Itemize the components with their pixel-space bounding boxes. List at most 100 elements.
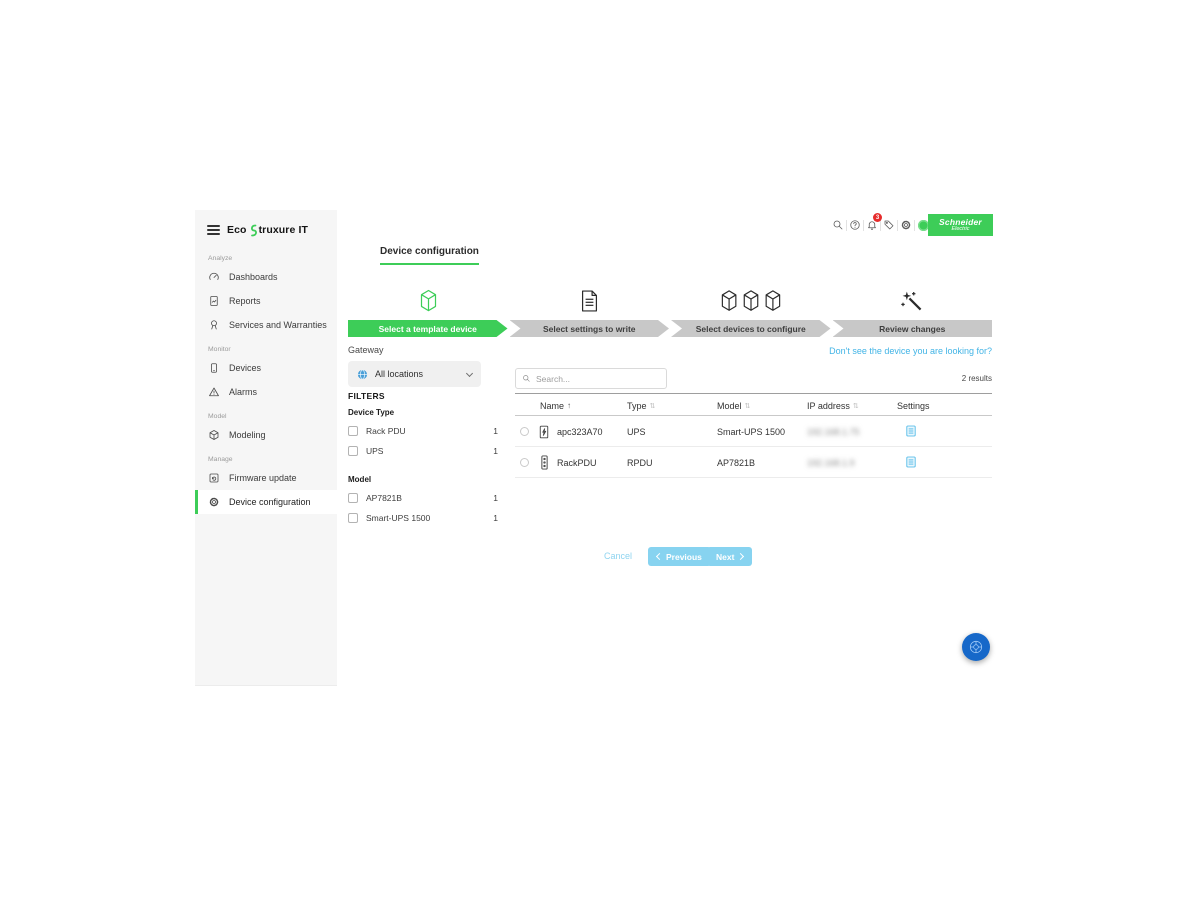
logo-prefix: Eco: [227, 224, 247, 237]
support-fab-button[interactable]: [962, 633, 990, 661]
divider: [863, 219, 864, 231]
table-row[interactable]: RackPDU RPDU AP7821B 192.168.1.9: [515, 447, 992, 478]
divider: [914, 219, 915, 231]
sidebar-item-label: Firmware update: [229, 473, 297, 484]
column-header-type[interactable]: Type ⇅: [627, 394, 655, 417]
sidebar-item-firmware-update[interactable]: Firmware update: [195, 466, 337, 490]
filter-group-model-options: AP7821B 1 Smart-UPS 1500 1: [348, 488, 498, 528]
filter-option-label: Smart-UPS 1500: [366, 513, 431, 523]
sidebar-item-dashboards[interactable]: Dashboards: [195, 265, 337, 289]
device-type: RPDU: [627, 457, 653, 468]
device-model: AP7821B: [717, 457, 756, 468]
column-label: Model: [717, 400, 742, 411]
sidebar-item-label: Alarms: [229, 387, 258, 398]
previous-button[interactable]: Previous: [648, 547, 711, 566]
radio-button[interactable]: [520, 427, 529, 436]
checkbox[interactable]: [348, 493, 358, 503]
settings-document-icon[interactable]: [905, 424, 917, 438]
column-header-model[interactable]: Model ⇅: [717, 394, 750, 417]
filters-title: FILTERS: [348, 391, 385, 401]
gateway-label: Gateway: [348, 345, 384, 355]
help-icon[interactable]: [847, 213, 863, 237]
logo-suffix: truxure IT: [258, 224, 308, 237]
sidebar-item-alarms[interactable]: Alarms: [195, 380, 337, 404]
ups-icon: [537, 424, 551, 439]
devices-table: Name ↑ Type ⇅ Model ⇅ IP address ⇅ Setti…: [515, 393, 992, 478]
schneider-electric-logo[interactable]: Schneider Electric: [928, 214, 993, 236]
filter-option-smart-ups-1500[interactable]: Smart-UPS 1500 1: [348, 508, 498, 528]
sidebar-item-devices[interactable]: Devices: [195, 356, 337, 380]
sidebar-item-services-warranties[interactable]: Services and Warranties: [195, 313, 337, 337]
search-icon[interactable]: [830, 213, 846, 237]
gauge-icon: [208, 271, 220, 283]
ecostruxure-logo: Eco truxure IT: [227, 224, 308, 237]
radio-button[interactable]: [520, 458, 529, 467]
avatar[interactable]: [915, 213, 931, 237]
device-search[interactable]: [515, 368, 667, 389]
next-label: Next: [716, 551, 735, 562]
three-cubes-icon: [670, 286, 831, 316]
filter-option-count: 1: [493, 426, 498, 436]
step-select-template-device[interactable]: Select a template device: [348, 320, 508, 337]
device-name: RackPDU: [557, 457, 597, 468]
feedback-tag-icon[interactable]: [881, 213, 897, 237]
missing-device-link[interactable]: Don't see the device you are looking for…: [829, 346, 992, 356]
stepper-icons: [348, 286, 992, 316]
ecostruxure-loop-icon: [250, 224, 257, 237]
column-header-ip[interactable]: IP address ⇅: [807, 394, 859, 417]
gear-device-icon: [208, 496, 220, 508]
sidebar-section-monitor: Monitor: [208, 346, 231, 354]
sort-icon: ⇅: [744, 402, 751, 410]
location-selected-value: All locations: [375, 369, 424, 379]
search-icon: [523, 375, 530, 382]
hamburger-menu-icon[interactable]: [207, 223, 220, 237]
column-label: Settings: [897, 400, 930, 411]
sidebar-item-label: Dashboards: [229, 272, 278, 283]
settings-document-icon[interactable]: [905, 455, 917, 469]
filter-group-model: Model: [348, 475, 372, 484]
sidebar-item-device-configuration[interactable]: Device configuration: [195, 490, 337, 515]
filter-option-rack-pdu[interactable]: Rack PDU 1: [348, 421, 498, 441]
sidebar-section-analyze: Analyze: [208, 255, 233, 263]
globe-icon: [357, 369, 368, 379]
document-icon: [509, 286, 670, 316]
device-ip-blurred: 192.168.1.9: [807, 457, 855, 468]
checkbox[interactable]: [348, 446, 358, 456]
sort-icon: ⇅: [852, 402, 859, 410]
step-select-settings[interactable]: Select settings to write: [510, 320, 670, 337]
device-name: apc323A70: [557, 426, 603, 437]
filter-option-ups[interactable]: UPS 1: [348, 441, 498, 461]
chevron-down-icon: [465, 369, 474, 377]
chevron-left-icon: [655, 552, 664, 561]
sidebar: Eco truxure IT Analyze Dashboards Reports…: [195, 210, 337, 686]
sidebar-item-modeling[interactable]: Modeling: [195, 423, 337, 447]
step-select-devices[interactable]: Select devices to configure: [671, 320, 831, 337]
search-input[interactable]: [536, 373, 660, 384]
column-header-name[interactable]: Name ↑: [540, 394, 571, 417]
device-ip-blurred: 192.168.1.75: [807, 426, 860, 437]
previous-label: Previous: [666, 551, 702, 562]
divider: [846, 219, 847, 231]
location-selector[interactable]: All locations: [348, 361, 481, 387]
device-icon: [208, 362, 220, 374]
next-button[interactable]: Next: [707, 547, 753, 566]
column-header-settings: Settings: [897, 394, 930, 417]
column-label: Name: [540, 400, 565, 411]
tab-device-configuration[interactable]: Device configuration: [380, 246, 479, 265]
filter-option-ap7821b[interactable]: AP7821B 1: [348, 488, 498, 508]
step-review-changes[interactable]: Review changes: [832, 320, 992, 337]
checkbox[interactable]: [348, 513, 358, 523]
sidebar-item-label: Modeling: [229, 430, 266, 441]
topbar-icons: 3: [830, 213, 931, 237]
divider: [880, 219, 881, 231]
notifications-bell-icon[interactable]: 3: [864, 213, 882, 237]
sidebar-item-label: Devices: [229, 363, 262, 374]
sidebar-item-reports[interactable]: Reports: [195, 289, 337, 313]
electric-wordmark: Electric: [951, 226, 970, 232]
table-row[interactable]: apc323A70 UPS Smart-UPS 1500 192.168.1.7…: [515, 416, 992, 447]
sidebar-section-manage: Manage: [208, 456, 233, 464]
settings-gear-icon[interactable]: [898, 213, 914, 237]
cancel-button[interactable]: Cancel: [604, 551, 633, 561]
checkbox[interactable]: [348, 426, 358, 436]
